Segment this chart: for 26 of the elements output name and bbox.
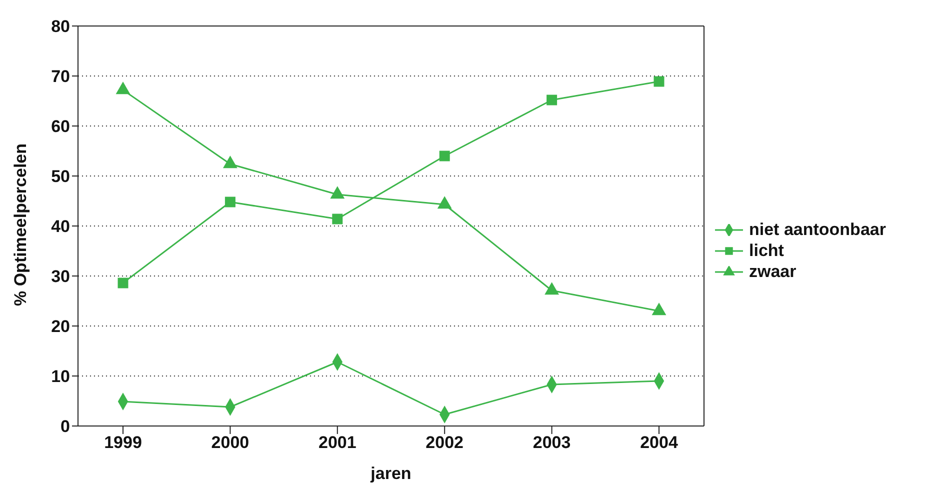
point xyxy=(654,76,664,87)
x-tick-label: 2003 xyxy=(532,433,571,452)
y-tick-label: 60 xyxy=(51,117,70,136)
x-tick-label: 1999 xyxy=(104,433,142,452)
y-tick-label: 50 xyxy=(51,167,70,186)
legend-label: zwaar xyxy=(749,261,796,282)
point xyxy=(439,150,450,162)
point xyxy=(118,278,128,288)
y-tick-label: 20 xyxy=(51,317,70,336)
x-tick-label: 2000 xyxy=(211,433,250,452)
y-tick-label: 40 xyxy=(51,217,70,236)
x-tick-label: 2001 xyxy=(318,433,356,452)
x-tick-label: 2004 xyxy=(640,433,678,452)
point xyxy=(332,214,343,224)
x-axis-title: jaren xyxy=(370,464,412,483)
y-tick-label: 0 xyxy=(60,417,70,436)
x-tick-label: 2002 xyxy=(426,433,464,452)
legend-label: niet aantoonbaar xyxy=(749,219,886,240)
y-axis-title: % Optimeelpercelen xyxy=(11,143,30,306)
y-tick-label: 30 xyxy=(51,267,70,286)
legend-label: licht xyxy=(749,240,784,261)
y-tick-label: 10 xyxy=(51,367,70,386)
y-tick-label: 80 xyxy=(51,17,70,36)
point xyxy=(546,94,558,106)
y-tick-label: 70 xyxy=(51,67,70,86)
point xyxy=(224,196,236,208)
